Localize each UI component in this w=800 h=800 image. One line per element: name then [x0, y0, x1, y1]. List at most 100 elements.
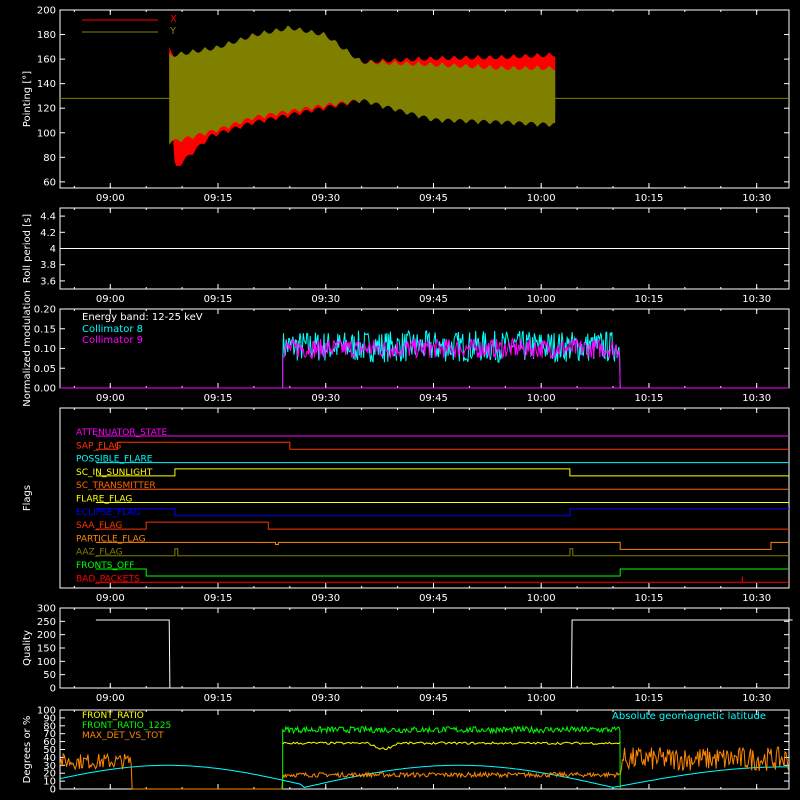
quality-xtick-label: 10:30 [742, 693, 771, 704]
modulation-xtick-label: 10:00 [527, 393, 556, 404]
roll-xtick-label: 09:45 [419, 294, 448, 305]
geomag-ytick-label: 30 [43, 761, 56, 772]
flags-xtick-label: 09:30 [311, 593, 340, 604]
legend-label-y: Y [169, 26, 177, 37]
pointing-xtick-label: 09:30 [311, 193, 340, 204]
modulation-series-2 [282, 337, 621, 389]
geomag-frontratio-line [282, 741, 621, 751]
modulation-xtick-label: 10:30 [742, 393, 771, 404]
quality-xtick-label: 09:30 [311, 693, 340, 704]
flag-line-eclipse_flag [95, 508, 789, 517]
flag-label-particle_flag: PARTICLE_FLAG [76, 534, 146, 544]
flags-xtick-label: 10:00 [527, 593, 556, 604]
pointing-ytick-label: 140 [37, 79, 56, 90]
geomag-ytick-label: 60 [43, 737, 56, 748]
pointing-frame [59, 9, 790, 189]
roll-xtick-label: 10:00 [527, 294, 556, 305]
flag-label-aaz_flag: AAZ_FLAG [76, 548, 123, 558]
geomag-legend-1: FRONT_RATIO [82, 711, 144, 721]
quality-xtick-label: 09:15 [204, 693, 233, 704]
quality-ytick-label: 150 [37, 644, 56, 655]
flag-label-flare_flag: FLARE_FLAG [76, 495, 132, 505]
pointing-band-y [169, 25, 556, 145]
pointing-xtick-label: 10:00 [527, 193, 556, 204]
roll-xtick-label: 10:30 [742, 294, 771, 305]
roll-xtick-label: 09:00 [96, 294, 125, 305]
flags-xtick-label: 10:30 [742, 593, 771, 604]
flag-line-particle_flag [95, 541, 789, 550]
pointing-xtick-label: 10:30 [742, 193, 771, 204]
flags-frame [59, 407, 790, 589]
quality-xtick-label: 09:00 [96, 693, 125, 704]
pointing-ytick-label: 80 [43, 153, 56, 164]
geomag-ytick-label: 90 [43, 713, 56, 724]
modulation-ytick-label: 0.20 [34, 305, 56, 316]
flag-label-sc_in_sunlight: SC_IN_SUNLIGHT [76, 468, 153, 478]
modulation-legend-2: Collimator 9 [82, 335, 143, 346]
modulation-ytick-label: 0.10 [34, 344, 56, 355]
flags-xtick-label: 09:00 [96, 593, 125, 604]
flag-line-sc_in_sunlight [95, 468, 789, 477]
roll-ytick-label: 3.6 [40, 276, 56, 287]
geomag-legend-2: FRONT_RATIO_1225 [82, 721, 171, 731]
pointing-ytick-label: 160 [37, 55, 56, 66]
flags-xtick-label: 10:15 [635, 593, 664, 604]
flag-line-saa_flag [95, 521, 789, 530]
geomag-ytick-label: 100 [37, 706, 56, 717]
flag-label-sap_flag: SAP_FLAG [76, 441, 121, 451]
pointing-ytick-label: 120 [37, 104, 56, 115]
quality-ytick-label: 0 [50, 684, 56, 695]
modulation-legend-1: Collimator 8 [82, 324, 143, 335]
modulation-ylabel: Normalized modulation [22, 290, 33, 407]
pointing-xtick-label: 09:45 [419, 193, 448, 204]
quality-xtick-label: 09:45 [419, 693, 448, 704]
quality-ytick-label: 300 [37, 604, 56, 615]
modulation-xtick-label: 10:15 [635, 393, 664, 404]
flags-xtick-label: 09:45 [419, 593, 448, 604]
flags-ylabel: Flags [22, 485, 33, 511]
geomag-latitude-line [59, 764, 789, 788]
geomag-legend-3: MAX_DET_VS_TOT [82, 731, 164, 741]
pointing-ytick-label: 60 [43, 177, 56, 188]
flag-label-possible_flare: POSSIBLE_FLARE [76, 455, 153, 465]
quality-ytick-label: 100 [37, 657, 56, 668]
modulation-ytick-label: 0.05 [34, 364, 56, 375]
quality-ylabel: Quality [22, 630, 33, 666]
flag-line-sap_flag [95, 441, 789, 450]
modulation-ytick-label: 0.15 [34, 324, 56, 335]
geomag-ytick-label: 50 [43, 745, 56, 756]
pointing-xtick-label: 09:15 [204, 193, 233, 204]
legend-label-x: X [170, 14, 177, 25]
flag-label-attenuator_state: ATTENUATOR_STATE [76, 428, 168, 438]
flag-label-saa_flag: SAA_FLAG [76, 521, 122, 531]
modulation-annotation: Energy band: 12-25 keV [82, 312, 203, 323]
roll-xtick-label: 09:30 [311, 294, 340, 305]
geomag-ytick-label: 20 [43, 769, 56, 780]
pointing-ytick-label: 100 [37, 128, 56, 139]
flag-label-bad_packets: BAD_PACKETS [76, 574, 140, 584]
quality-ytick-label: 200 [37, 630, 56, 641]
flag-line-fronts_off [95, 568, 789, 577]
flag-line-aaz_flag [95, 548, 789, 557]
pointing-xtick-label: 09:00 [96, 193, 125, 204]
roll-xtick-label: 09:15 [204, 294, 233, 305]
modulation-xtick-label: 09:15 [204, 393, 233, 404]
flag-label-sc_transmitter: SC_TRANSMITTER [76, 481, 156, 491]
roll-ytick-label: 4 [50, 244, 56, 255]
geomag-maxdet-line [59, 746, 789, 790]
quality-ytick-label: 250 [37, 617, 56, 628]
geomag-ytick-label: 10 [43, 777, 56, 788]
roll-ytick-label: 4.4 [40, 212, 56, 223]
roll-ytick-label: 4.2 [40, 228, 56, 239]
quality-xtick-label: 10:00 [527, 693, 556, 704]
geomag-ytick-label: 0 [50, 785, 56, 796]
roll-ytick-label: 3.8 [40, 260, 56, 271]
quality-line [95, 619, 793, 689]
roll-ylabel: Roll period [s] [22, 214, 33, 283]
pointing-ytick-label: 180 [37, 30, 56, 41]
flag-label-eclipse_flag: ECLIPSE_FLAG [76, 508, 140, 518]
modulation-xtick-label: 09:30 [311, 393, 340, 404]
geomag-ytick-label: 80 [43, 721, 56, 732]
modulation-ytick-label: 0.00 [34, 384, 56, 395]
